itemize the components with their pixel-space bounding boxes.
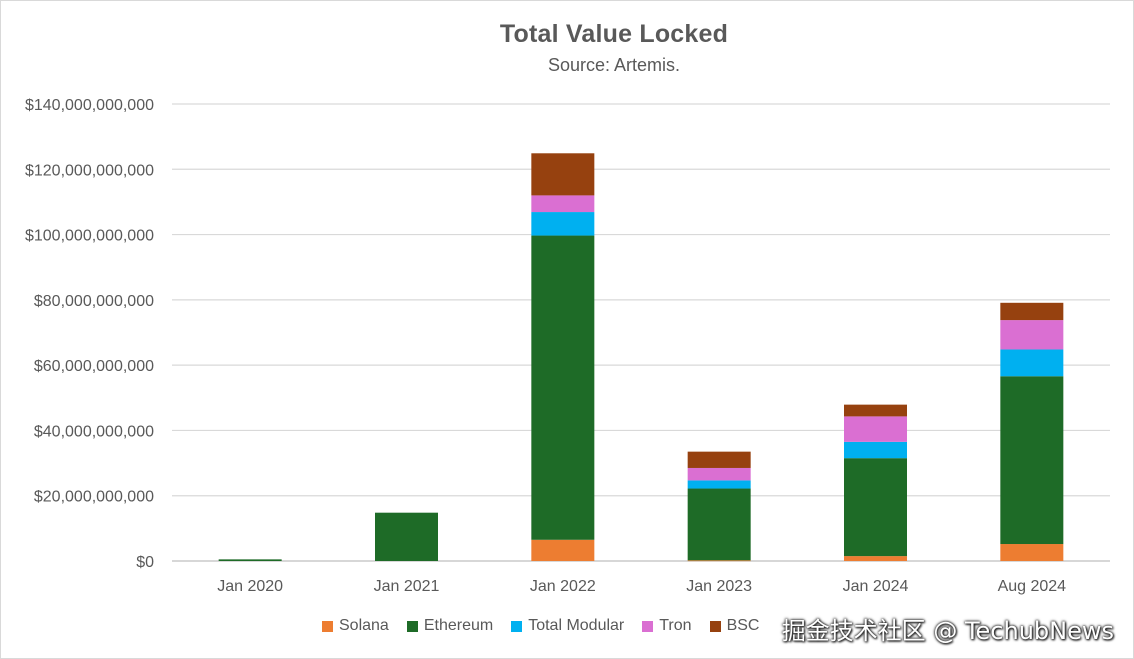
legend-label: Total Modular — [528, 617, 625, 634]
legend-item-total-modular: Total Modular — [511, 617, 624, 635]
bar-segment-solana — [844, 556, 907, 561]
legend-label: BSC — [726, 617, 760, 634]
y-tick-label: $100,000,000,000 — [25, 228, 154, 245]
bar-segment-tron — [687, 467, 751, 481]
y-tick-label: $140,000,000,000 — [25, 97, 154, 114]
legend-item-bsc: BSC — [709, 617, 760, 635]
legend-swatch — [642, 620, 654, 632]
legend-item-tron: Tron — [642, 617, 692, 635]
bar-segment-ethereum — [844, 458, 907, 557]
x-tick-label: Jan 2021 — [374, 578, 440, 595]
bar-segment-bsc — [1000, 302, 1064, 321]
bar-segment-ethereum — [687, 488, 751, 561]
y-tick-label: $60,000,000,000 — [34, 358, 154, 375]
bar-segment-total-modular — [1000, 349, 1064, 377]
bar-segment-solana — [531, 539, 595, 561]
bar-segment-bsc — [844, 404, 907, 417]
bar-segment-bsc — [531, 153, 595, 196]
chart-subtitle: Source: Artemis. — [547, 55, 681, 75]
bar-segment-bsc — [687, 451, 751, 468]
y-tick-label: $40,000,000,000 — [34, 423, 154, 440]
bar-segment-total-modular — [531, 212, 595, 236]
bar-segment-ethereum — [1000, 376, 1064, 545]
x-tick-label: Jan 2020 — [217, 578, 283, 595]
legend-swatch — [406, 620, 418, 632]
chart-title: Total Value Locked — [499, 20, 729, 48]
bar-segment-total-modular — [844, 441, 907, 459]
bar-segment-ethereum — [218, 559, 282, 561]
bar-segment-total-modular — [687, 480, 751, 489]
bar-segment-ethereum — [375, 512, 438, 561]
legend-item-solana: Solana — [322, 617, 389, 635]
legend-label: Tron — [659, 617, 692, 634]
x-tick-label: Jan 2022 — [530, 578, 596, 595]
legend-swatch — [322, 620, 333, 632]
bar-segment-solana — [687, 560, 751, 562]
bar-segment-tron — [844, 416, 907, 442]
y-tick-label: $0 — [136, 554, 154, 571]
x-tick-label: Aug 2024 — [998, 578, 1067, 595]
legend-label: Solana — [339, 617, 389, 634]
y-tick-label: $120,000,000,000 — [25, 162, 154, 179]
y-tick-label: $80,000,000,000 — [34, 293, 154, 310]
legend-swatch — [511, 620, 523, 632]
x-tick-label: Jan 2024 — [843, 578, 909, 595]
bar-segment-tron — [531, 195, 595, 213]
bar-segment-ethereum — [531, 235, 595, 540]
bar-segment-tron — [1000, 320, 1064, 350]
x-tick-label: Jan 2023 — [686, 578, 752, 595]
bar-segment-solana — [1000, 544, 1064, 561]
legend-item-ethereum: Ethereum — [406, 617, 494, 635]
y-tick-label: $20,000,000,000 — [34, 489, 154, 506]
legend-swatch — [709, 620, 721, 632]
watermark: 掘金技术社区 @ TechubNews — [781, 617, 1114, 645]
legend-label: Ethereum — [423, 617, 494, 634]
chart-legend: Solana Ethereum Total Modular Tron BSC — [322, 617, 759, 635]
